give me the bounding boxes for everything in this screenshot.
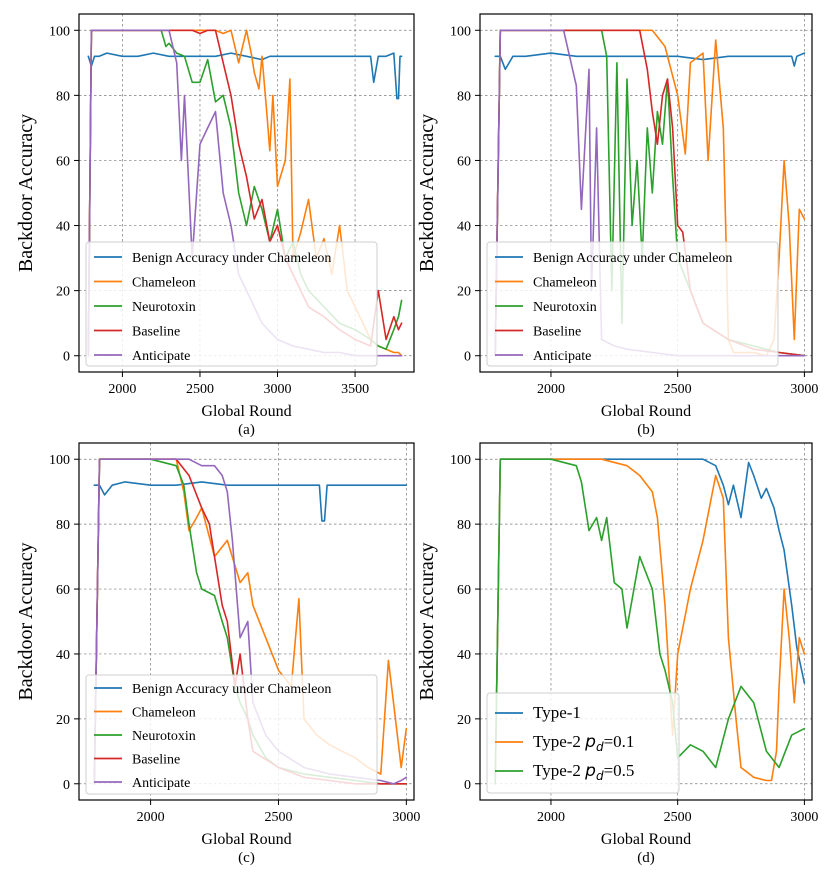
legend-label: Anticipate: [533, 349, 591, 364]
series-line-c-0: [93, 481, 408, 522]
legend-label: Neurotoxin: [132, 300, 196, 315]
plot-frame: [78, 442, 415, 801]
y-axis-label: Backdoor Accuracy: [15, 542, 37, 700]
y-axis-label: Backdoor Accuracy: [15, 114, 37, 272]
plot-frame: [479, 442, 813, 801]
legend: Benign Accuracy under Chameleon Chameleon…: [486, 241, 779, 367]
y-tick-label: 40: [56, 648, 70, 663]
series-line-d-1: [494, 458, 806, 785]
y-axis-label: Backdoor Accuracy: [416, 114, 438, 272]
y-tick-label: 100: [450, 453, 471, 468]
legend-label: Chameleon: [132, 276, 196, 291]
legend-label: Benign Accuracy under Chameleon: [533, 251, 732, 266]
legend-label: Baseline: [132, 325, 180, 340]
legend-box: [85, 674, 378, 795]
y-tick-label: 20: [56, 285, 70, 300]
y-tick-label: 20: [457, 713, 471, 728]
y-tick-label: 20: [457, 285, 471, 300]
chart-panel-d: 2000 2500 3000 0 20 40 60 80 100 Global Round Back…: [416, 442, 818, 866]
y-tick-label: 60: [457, 583, 471, 598]
x-tick-label: 3000: [790, 810, 818, 825]
x-tick-label: 3500: [341, 382, 369, 397]
y-tick-label: 100: [450, 24, 471, 39]
y-tick-label: 40: [56, 220, 70, 235]
legend-label: Neurotoxin: [132, 729, 196, 744]
y-tick-label: 0: [464, 778, 471, 793]
legend-label: Type-2 pd=0.5: [533, 761, 634, 783]
x-tick-label: 2500: [664, 382, 692, 397]
x-tick-label: 3000: [392, 810, 420, 825]
x-tick-label: 2500: [664, 810, 692, 825]
y-tick-label: 0: [464, 350, 471, 365]
legend-label: Chameleon: [132, 706, 196, 721]
y-tick-label: 60: [457, 154, 471, 169]
y-tick-label: 20: [56, 713, 70, 728]
legend-box: [486, 241, 779, 367]
x-tick-label: 2500: [264, 810, 292, 825]
legend-label: Type-1: [533, 703, 581, 722]
legend-label: Baseline: [533, 325, 581, 340]
plot-frame: [479, 13, 813, 373]
chart-panel-a: 2000 2500 3000 3500 0 20 40 60 80 100 Global Round…: [15, 13, 415, 438]
x-tick-label: 2000: [537, 382, 565, 397]
y-tick-label: 100: [49, 453, 70, 468]
panel-caption: (b): [637, 422, 655, 438]
x-tick-label: 2000: [537, 810, 565, 825]
x-tick-label: 2000: [137, 810, 165, 825]
legend-label: Type-2 pd=0.1: [533, 732, 634, 754]
panel-caption: (a): [238, 422, 255, 438]
legend-label: Baseline: [132, 753, 180, 768]
legend-label: Anticipate: [132, 776, 190, 791]
panel-caption: (d): [637, 850, 655, 866]
y-tick-label: 0: [63, 778, 70, 793]
chart-panel-b: 2000 2500 3000 0 20 40 60 80 100 Global Round Back…: [416, 13, 818, 438]
x-tick-label: 3000: [790, 382, 818, 397]
x-tick-label: 3000: [264, 382, 292, 397]
y-tick-label: 40: [457, 648, 471, 663]
y-tick-label: 80: [56, 89, 70, 104]
x-tick-label: 2000: [108, 382, 136, 397]
chart-panel-c: 2000 2500 3000 0 20 40 60 80 100 Global Round Back…: [15, 442, 420, 866]
legend: Type-1 Type-2 pd=0.1 Type-2 pd=0.5: [486, 692, 680, 794]
legend: Benign Accuracy under Chameleon Chameleon…: [85, 241, 378, 367]
legend-label: Benign Accuracy under Chameleon: [132, 251, 331, 266]
x-tick-label: 2500: [186, 382, 214, 397]
legend-box: [85, 241, 378, 367]
y-tick-label: 80: [457, 518, 471, 533]
legend-label: Anticipate: [132, 349, 190, 364]
y-axis-label: Backdoor Accuracy: [416, 542, 438, 700]
legend-label: Neurotoxin: [533, 300, 597, 315]
series-line-b-0: [494, 52, 806, 71]
x-axis-label: Global Round: [201, 831, 291, 848]
plot-frame: [78, 13, 415, 373]
y-tick-label: 40: [457, 220, 471, 235]
y-tick-label: 0: [63, 350, 70, 365]
y-tick-label: 100: [49, 24, 70, 39]
series-line-a-0: [87, 52, 403, 100]
x-axis-label: Global Round: [601, 403, 691, 420]
y-tick-label: 60: [56, 583, 70, 598]
y-tick-label: 80: [56, 518, 70, 533]
y-tick-label: 80: [457, 89, 471, 104]
panel-caption: (c): [238, 850, 255, 866]
legend-label: Chameleon: [533, 276, 597, 291]
x-axis-label: Global Round: [201, 403, 291, 420]
legend-label: Benign Accuracy under Chameleon: [132, 682, 331, 697]
x-axis-label: Global Round: [601, 831, 691, 848]
y-tick-label: 60: [56, 154, 70, 169]
legend-box: [486, 692, 680, 794]
series-line-d-2: [494, 458, 806, 785]
legend: Benign Accuracy under Chameleon Chameleon…: [85, 674, 378, 795]
